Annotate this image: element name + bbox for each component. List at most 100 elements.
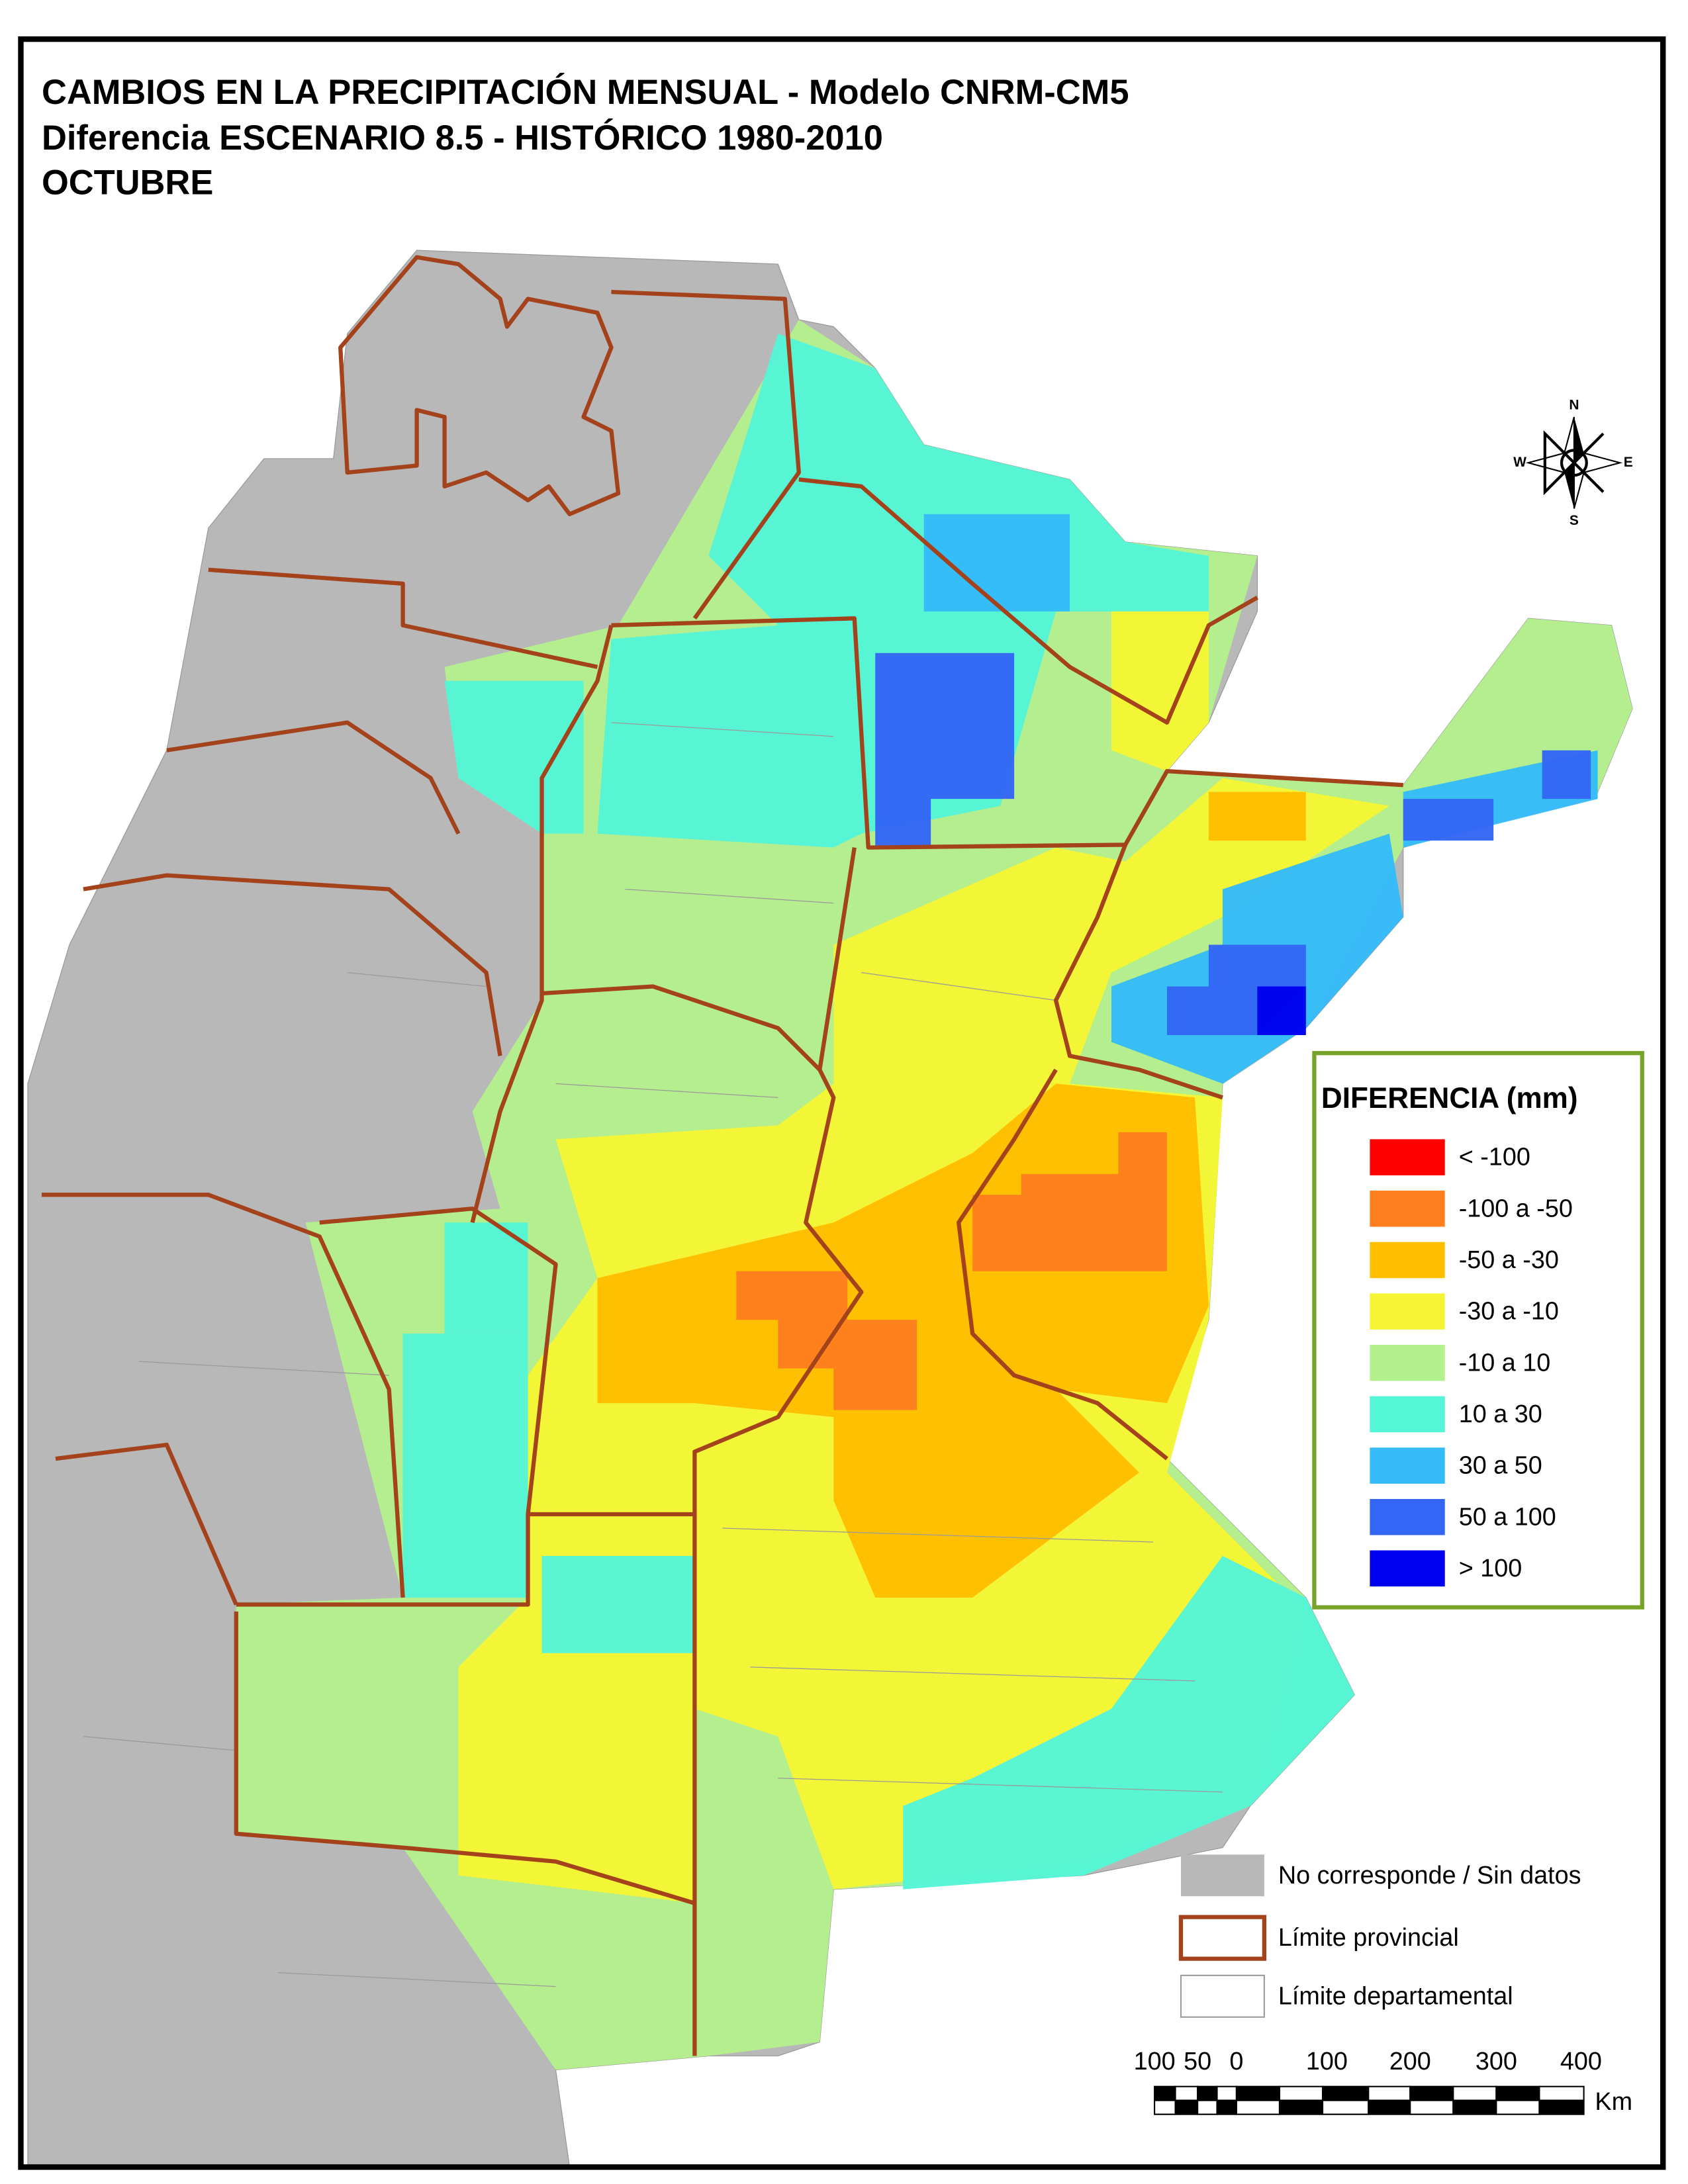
legend-label: -30 a -10: [1459, 1298, 1559, 1326]
province-boundary: [470, 625, 614, 1224]
legend-swatch: [1370, 1139, 1445, 1175]
department-boundary: [611, 722, 834, 737]
province-boundary: [55, 1442, 238, 1606]
reference-swatch: [1180, 1974, 1265, 2018]
scale-label: 100: [1134, 2048, 1176, 2075]
reference-legend: No corresponde / Sin datos Límite provinc…: [1178, 1854, 1581, 2018]
province-boundary: [234, 1611, 696, 1905]
department-boundary: [750, 1666, 1195, 1682]
scale-bar: 100 50 0 100 200 300 400 Km: [1134, 2048, 1632, 2116]
value-zone: [923, 514, 1070, 612]
department-boundary: [138, 1361, 389, 1376]
legend-box: [1312, 1051, 1644, 1610]
scale-label: 400: [1560, 2048, 1602, 2075]
department-boundary: [722, 1527, 1153, 1543]
province-boundary: [208, 567, 598, 669]
scale-segment: [1495, 2085, 1540, 2101]
province-boundary: [83, 873, 502, 1056]
title-line: OCTUBRE: [42, 163, 213, 202]
scale-segment: [1321, 2099, 1370, 2115]
compass-letter: S: [1570, 513, 1579, 528]
value-zone: [1542, 750, 1591, 799]
value-zone: [1208, 792, 1306, 841]
value-zone: [903, 1555, 1355, 1889]
value-zone: [875, 653, 1015, 848]
legend-swatch: [1370, 1550, 1445, 1587]
scale-segment: [1235, 2099, 1281, 2115]
reference-swatch: [1178, 1915, 1267, 1961]
legend-label: 10 a 30: [1459, 1400, 1542, 1428]
compass-letter: W: [1513, 455, 1526, 470]
compass-letter: N: [1569, 398, 1579, 413]
department-boundary: [347, 972, 487, 987]
value-zone: [541, 1555, 695, 1653]
department-boundary: [861, 972, 1056, 1001]
value-zone: [597, 334, 1209, 848]
scale-segment: [1368, 2099, 1411, 2115]
scale-segment: [1154, 2099, 1176, 2115]
province-boundary: [338, 255, 621, 517]
scale-segment: [1216, 2085, 1237, 2101]
legend-swatch: [1370, 1191, 1445, 1227]
scale-label: 300: [1476, 2048, 1517, 2075]
compass: N S E W: [1513, 398, 1633, 528]
province-boundary: [611, 289, 801, 620]
province-boundary: [541, 984, 821, 1071]
scale-segment: [1154, 2085, 1176, 2101]
legend-label: 30 a 50: [1459, 1452, 1542, 1480]
reference-label: Límite departamental: [1278, 1982, 1513, 2010]
legend-label: < -100: [1459, 1144, 1530, 1171]
scale-label: 200: [1389, 2048, 1431, 2075]
province-boundary: [236, 1514, 530, 1607]
value-zone: [1403, 799, 1494, 841]
department-boundary: [625, 888, 834, 904]
scale-segment: [1495, 2099, 1540, 2115]
title-line: CAMBIOS EN LA PRECIPITACIÓN MENSUAL - Mo…: [42, 73, 1129, 112]
scale-segment: [1409, 2085, 1454, 2101]
value-zone: [1257, 986, 1306, 1035]
legend-label: -50 a -30: [1459, 1246, 1559, 1274]
scale-unit: Km: [1595, 2088, 1632, 2116]
scale-segment: [1174, 2085, 1199, 2101]
legend-label: 50 a 100: [1459, 1503, 1556, 1531]
value-zone: [1111, 611, 1209, 772]
scale-segment: [1538, 2085, 1585, 2101]
value-zone: [444, 680, 584, 834]
province-boundary: [41, 1193, 405, 1598]
scale-label: 100: [1306, 2048, 1348, 2075]
title-line: Diferencia ESCENARIO 8.5 - HISTÓRICO 198…: [42, 119, 883, 158]
reference-swatch: [1180, 1854, 1264, 1897]
scale-segment: [1174, 2099, 1199, 2115]
legend-swatch: [1370, 1293, 1445, 1330]
legend-swatch: [1370, 1396, 1445, 1433]
scale-label: 50: [1184, 2048, 1211, 2075]
legend-swatch: [1370, 1447, 1445, 1484]
scale-segment: [1235, 2085, 1281, 2101]
department-boundary: [778, 1778, 1223, 1793]
department-boundary: [277, 1972, 556, 1987]
value-zone: [444, 1222, 528, 1334]
legend-swatch: [1370, 1344, 1445, 1381]
province-boundary: [692, 847, 864, 2056]
legend: < -100 -100 a -50 -50 a -30 -30 a -10 -10 a …: [1370, 1139, 1573, 1587]
province-boundary: [611, 616, 1403, 850]
province-boundary: [798, 477, 1258, 725]
value-zone: [972, 1132, 1167, 1271]
department-boundary: [83, 1736, 236, 1751]
reference-label: No corresponde / Sin datos: [1278, 1862, 1581, 1889]
scale-segment: [1538, 2099, 1585, 2115]
province-boundary: [319, 1206, 695, 1517]
legend-swatch: [1370, 1498, 1445, 1535]
legend-label: -10 a 10: [1459, 1349, 1551, 1377]
scale-segment: [1216, 2099, 1237, 2115]
value-zone: [402, 1334, 528, 1598]
scale-segment: [1278, 2085, 1324, 2101]
scale-segment: [1409, 2099, 1454, 2115]
province-boundary: [1053, 844, 1223, 1100]
legend-swatch: [1370, 1242, 1445, 1279]
reference-label: Límite provincial: [1278, 1924, 1459, 1952]
scale-segment: [1321, 2085, 1370, 2101]
scale-segment: [1368, 2085, 1411, 2101]
department-boundary: [555, 1083, 778, 1099]
